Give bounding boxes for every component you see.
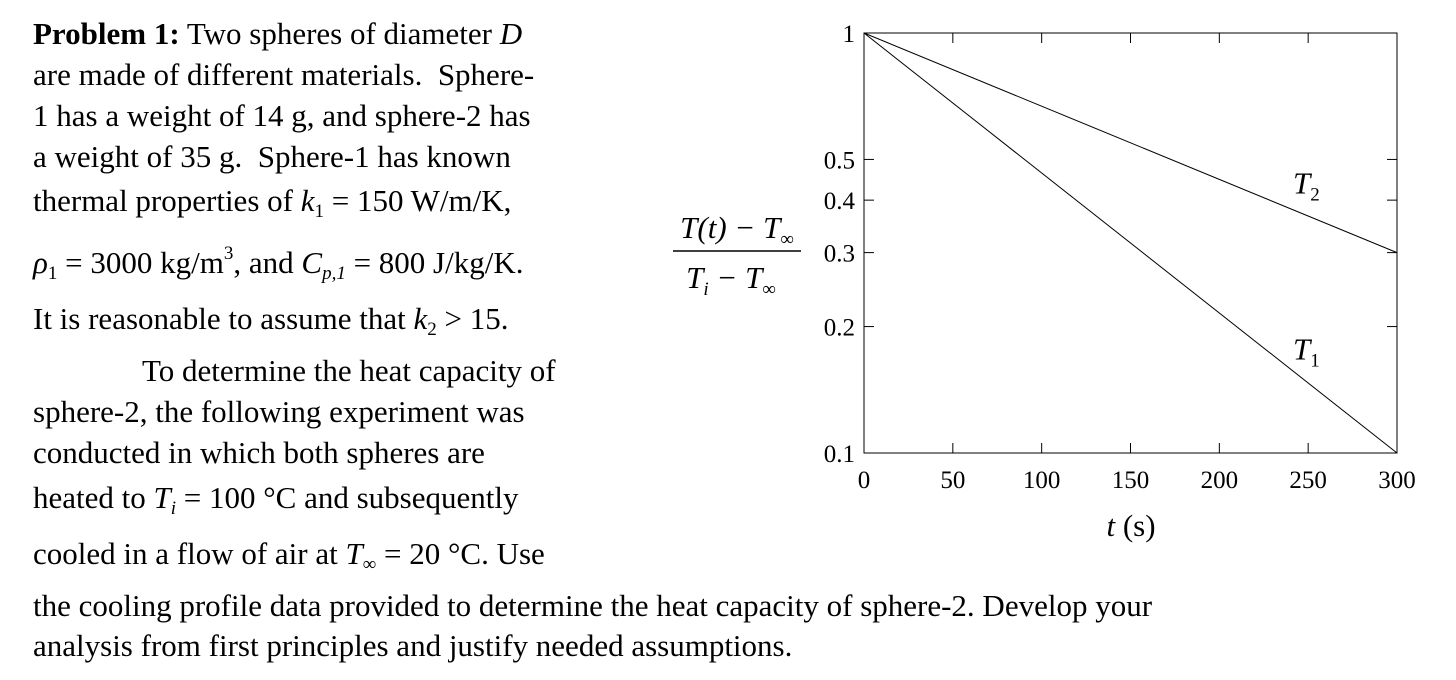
text: 1 has a weight of 14 g, and sphere-2 has bbox=[33, 98, 531, 133]
series-subscript: 2 bbox=[1310, 184, 1320, 205]
symbol: D bbox=[499, 16, 523, 51]
series-name: T bbox=[1293, 332, 1313, 367]
x-tick-label: 50 bbox=[940, 467, 965, 494]
text-line: It is reasonable to assume that k2 > 15. bbox=[33, 303, 509, 339]
text-line: cooled in a flow of air at T∞ = 20 °C. U… bbox=[33, 538, 545, 574]
text: > 15. bbox=[436, 301, 509, 336]
text-line: 1 has a weight of 14 g, and sphere-2 has bbox=[33, 100, 531, 131]
text-line: the cooling profile data provided to det… bbox=[33, 590, 1152, 621]
subscript: 1 bbox=[314, 201, 324, 222]
x-tick-label: 300 bbox=[1378, 467, 1416, 494]
x-tick-label: 150 bbox=[1112, 467, 1150, 494]
subscript: ∞ bbox=[780, 229, 794, 250]
symbol: T bbox=[686, 260, 706, 295]
symbol: ρ bbox=[33, 245, 48, 280]
text: conducted in which both spheres are bbox=[33, 435, 485, 470]
subscript: p,1 bbox=[322, 263, 346, 284]
y-tick-label: 0.2 bbox=[824, 315, 855, 342]
y-tick-label: 0.3 bbox=[824, 241, 855, 268]
text-line: sphere-2, the following experiment was bbox=[33, 396, 525, 427]
text: Two spheres of diameter bbox=[179, 16, 500, 51]
series-line bbox=[863, 32, 1398, 254]
text-line: thermal properties of k1 = 150 W/m/K, bbox=[33, 185, 511, 221]
text: , and bbox=[233, 245, 302, 280]
text-line: are made of different materials. Sphere- bbox=[33, 59, 534, 90]
y-tick-label: 0.4 bbox=[824, 188, 856, 215]
text: (t) − T bbox=[697, 210, 783, 245]
text: It is reasonable to assume that bbox=[33, 301, 414, 336]
text: = 20 °C. Use bbox=[376, 536, 545, 571]
y-axis-label-numerator: T(t) − T∞ bbox=[680, 210, 794, 250]
symbol: T bbox=[345, 536, 363, 571]
subscript: 1 bbox=[47, 263, 58, 284]
text: heated to bbox=[33, 480, 154, 515]
text-line: heated to Ti = 100 °C and subsequently bbox=[33, 482, 519, 518]
series-label: T2 bbox=[1293, 165, 1320, 205]
text-line: conducted in which both spheres are bbox=[33, 437, 485, 468]
x-tick-label: 100 bbox=[1023, 467, 1061, 494]
text: cooled in a flow of air at bbox=[33, 536, 346, 571]
series-label: T1 bbox=[1293, 332, 1320, 372]
text: To determine the heat capacity of bbox=[142, 353, 556, 388]
text: analysis from first principles and justi… bbox=[33, 628, 793, 663]
text: a weight of 35 g. Sphere-1 has known bbox=[33, 139, 511, 174]
y-tick-label: 0.1 bbox=[824, 441, 855, 468]
text-line: analysis from first principles and justi… bbox=[33, 630, 792, 661]
symbol: T bbox=[153, 480, 171, 515]
symbol: T bbox=[680, 210, 700, 245]
label: Problem 1: bbox=[33, 16, 180, 51]
x-tick-label: 0 bbox=[858, 467, 871, 494]
x-axis-label: t (s) bbox=[1106, 508, 1155, 543]
x-tick-label: 250 bbox=[1289, 467, 1327, 494]
text: = 800 J/kg/K. bbox=[345, 245, 524, 280]
text-line: To determine the heat capacity of bbox=[142, 355, 556, 386]
subscript: 2 bbox=[427, 319, 437, 340]
text: are made of different materials. Sphere- bbox=[33, 57, 535, 92]
text-line: ρ1 = 3000 kg/m3, and Cp,1 = 800 J/kg/K. bbox=[33, 244, 523, 283]
text-line: Problem 1: Two spheres of diameter D bbox=[33, 18, 522, 49]
y-tick-label: 1 bbox=[843, 21, 856, 48]
series-subscript: 1 bbox=[1310, 351, 1320, 372]
series-line bbox=[863, 32, 1398, 454]
text: = 100 °C and subsequently bbox=[176, 480, 519, 515]
subscript: i bbox=[170, 498, 177, 519]
text: = 150 W/m/K, bbox=[323, 183, 512, 218]
symbol: t bbox=[1106, 508, 1116, 543]
symbol: k bbox=[300, 183, 315, 218]
symbol: k bbox=[413, 301, 428, 336]
text: thermal properties of bbox=[33, 183, 301, 218]
text: the cooling profile data provided to det… bbox=[33, 588, 1153, 623]
text: = 3000 kg/m bbox=[57, 245, 224, 280]
symbol: C bbox=[301, 245, 323, 280]
superscript: 3 bbox=[223, 243, 234, 264]
text: − T bbox=[709, 260, 765, 295]
series-name: T bbox=[1293, 165, 1313, 200]
text-line: a weight of 35 g. Sphere-1 has known bbox=[33, 141, 511, 172]
text: (s) bbox=[1115, 508, 1155, 543]
chart: T(t) − T∞ Ti − T∞ t (s) 0.10.20.30.40.51… bbox=[673, 21, 1416, 543]
y-tick-label: 0.5 bbox=[824, 147, 855, 174]
text: sphere-2, the following experiment was bbox=[33, 394, 525, 429]
subscript: ∞ bbox=[762, 279, 776, 300]
y-axis-label-denominator: Ti − T∞ bbox=[686, 260, 776, 300]
x-tick-label: 200 bbox=[1201, 467, 1239, 494]
subscript: i bbox=[703, 279, 708, 300]
subscript: ∞ bbox=[362, 554, 377, 575]
